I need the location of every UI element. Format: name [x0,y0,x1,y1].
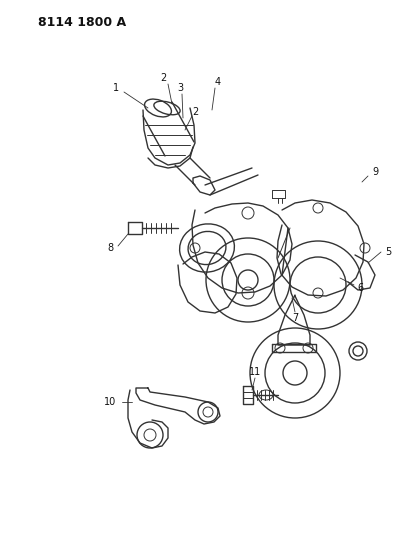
Text: 2: 2 [192,107,198,117]
Text: 9: 9 [372,167,378,177]
Text: 11: 11 [249,367,261,377]
Text: 7: 7 [292,313,298,323]
Text: 6: 6 [357,283,363,293]
Text: 4: 4 [215,77,221,87]
Text: 3: 3 [177,83,183,93]
Text: 5: 5 [385,247,391,257]
Text: 8: 8 [107,243,113,253]
Text: 8114 1800 A: 8114 1800 A [38,15,126,28]
Text: 10: 10 [104,397,116,407]
Text: 2: 2 [160,73,166,83]
Text: 1: 1 [113,83,119,93]
